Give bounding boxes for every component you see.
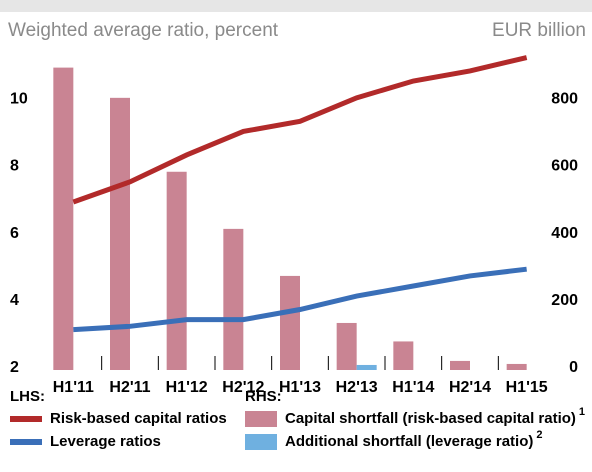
bar [53, 67, 74, 370]
bar [110, 97, 130, 370]
y-tick-label: 6 [10, 225, 19, 242]
bar [393, 341, 414, 370]
legend-label: Capital shortfall (risk-based capital ra… [285, 406, 585, 427]
y2-tick-label: 400 [551, 225, 578, 242]
legend-group-label: LHS: [10, 388, 45, 405]
y2-tick-label: 800 [551, 90, 578, 107]
x-tick-label: H1'14 [392, 379, 434, 396]
x-tick-label: H1'12 [166, 379, 208, 396]
legend-swatch [245, 434, 277, 450]
y2-tick-label: 200 [551, 292, 578, 309]
line [73, 266, 527, 333]
legend-swatch [245, 411, 277, 427]
legend-swatch [10, 439, 42, 445]
legend-swatch [10, 416, 42, 422]
y-axis-label: Weighted average ratio, percent [8, 20, 279, 41]
legend-name: Capital shortfall (risk-based capital ra… [285, 410, 576, 427]
y-tick-label: 10 [10, 90, 28, 107]
x-tick-label: H1'15 [506, 379, 548, 396]
bar [450, 360, 470, 370]
y-tick-label: 4 [10, 292, 19, 309]
bar [280, 275, 300, 370]
legend-footnote: 1 [579, 406, 585, 418]
legend-group-label: RHS: [245, 388, 282, 405]
legend-label: Additional shortfall (leverage ratio) 2 [285, 429, 543, 450]
legend-label: Leverage ratios [50, 433, 161, 450]
y2-tick-label: 600 [551, 158, 578, 175]
line [72, 55, 528, 205]
bar [356, 364, 377, 370]
bar [223, 228, 244, 370]
legend-label: Risk-based capital ratios [50, 410, 227, 427]
y2-axis-label: EUR billion [492, 20, 586, 41]
x-tick-label: H2'13 [336, 379, 378, 396]
bar [166, 171, 187, 370]
legend-name: Leverage ratios [50, 433, 161, 450]
bar [506, 363, 527, 370]
legend-name: Additional shortfall (leverage ratio) [285, 433, 533, 450]
y-tick-label: 8 [10, 158, 19, 175]
x-tick-label: H2'12 [222, 379, 264, 396]
legend-footnote: 2 [536, 429, 542, 441]
legend-name: Risk-based capital ratios [50, 410, 227, 427]
x-tick-label: H1'13 [279, 379, 321, 396]
x-tick-label: H2'11 [109, 379, 150, 396]
x-tick-label: H2'14 [449, 379, 491, 396]
bar [336, 322, 357, 370]
y-tick-label: 2 [10, 359, 19, 376]
y2-tick-label: 0 [569, 359, 578, 376]
header-band [0, 0, 592, 12]
x-tick-label: H1'11 [53, 379, 94, 396]
